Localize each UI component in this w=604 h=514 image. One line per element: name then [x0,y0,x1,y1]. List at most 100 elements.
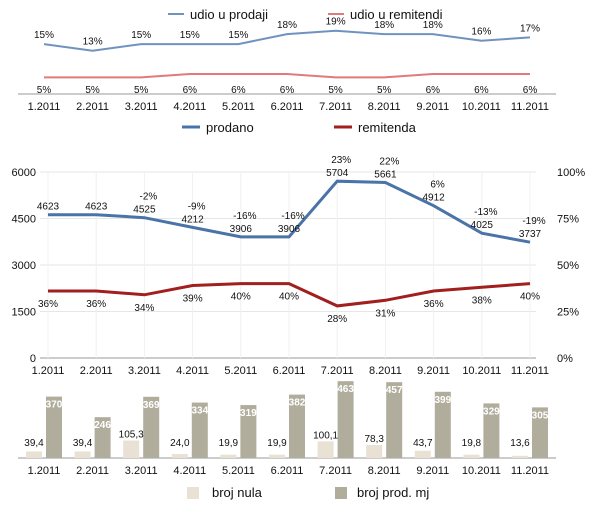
legend-swatch-broj-prod [335,487,347,499]
bot-bar-broj-nula [414,450,431,458]
bot-bar-broj-prod [337,381,354,458]
mid-remitenda-label: 40% [279,292,299,303]
mid-y-left-tick: 0 [30,353,36,365]
mid-y-left-tick: 4500 [12,214,36,226]
bot-x-tick: 11.2011 [511,465,549,477]
mid-remitenda-label: 39% [183,293,203,304]
middle-chart: prodano remitenda 0 1500 3000 4500 6000 0% 25% 50… [12,120,586,377]
top-data-label: 5% [377,85,392,96]
mid-x-tick: 5.2011 [224,365,257,377]
top-data-label: 6% [280,85,295,96]
bot-label-broj-nula: 19,9 [219,438,239,449]
top-data-label: 5% [328,85,343,96]
mid-prodano-change-label: 22% [379,157,399,168]
top-chart: udio u prodaji udio u remitendi 15% 13% 15% 1… [18,7,556,113]
mid-remitenda-label: 34% [134,303,154,314]
mid-prodano-label: 4623 [85,202,108,213]
bot-bar-broj-prod [143,396,160,458]
mid-y-right-tick: 75% [557,214,579,226]
bot-bar-broj-nula [366,445,383,458]
bot-bar-broj-prod [483,403,500,458]
bot-label-broj-nula: 13,6 [510,438,530,449]
mid-x-tick: 8.2011 [369,365,402,377]
mid-prodano-change-label: 6% [430,180,445,191]
mid-y-left-tick: 3000 [12,260,36,272]
mid-remitenda-label: 36% [38,299,58,310]
mid-remitenda-line [48,282,531,308]
bot-label-broj-prod: 246 [94,420,111,431]
top-x-tick: 4.2011 [173,101,206,113]
mid-prodano-change-label: -2% [140,192,158,203]
bot-bar-broj-nula [512,455,528,458]
bot-bar-broj-prod [240,405,257,458]
legend-label-broj-nula: broj nula [212,485,263,500]
bot-x-tick: 2.2011 [76,465,109,477]
top-x-tick: 8.2011 [368,101,401,113]
mid-prodano-change-label: 23% [331,155,351,166]
bot-x-tick: 8.2011 [368,465,401,477]
mid-prodano-label: 4025 [471,220,494,231]
mid-remitenda-label: 36% [86,299,106,310]
legend-label-remitenda: remitenda [358,120,417,135]
top-data-label: 6% [426,85,441,96]
bot-label-broj-prod: 457 [386,385,403,396]
mid-x-tick: 1.2011 [32,365,65,377]
bot-bar-broj-nula [74,451,91,458]
mid-y-left-tick: 6000 [12,167,36,179]
bot-label-broj-prod: 463 [337,384,354,395]
top-x-tick: 1.2011 [28,101,61,113]
legend-label-broj-prod: broj prod. mj [357,485,429,500]
bot-label-broj-prod: 305 [532,410,549,421]
bot-x-tick: 9.2011 [416,465,449,477]
top-data-label: 19% [326,17,346,28]
top-data-label: 5% [85,85,100,96]
bot-bar-broj-prod [532,407,548,458]
bot-label-broj-prod: 399 [434,395,451,406]
bot-label-broj-prod: 319 [240,408,257,419]
mid-prodano-label: 3906 [230,224,253,235]
mid-x-tick: 7.2011 [321,365,354,377]
mid-y-right-tick: 50% [557,260,579,272]
bot-label-broj-nula: 100,1 [313,430,338,441]
top-data-label: 5% [37,85,52,96]
bottom-chart: 39,43701.201139,42462.2011105,33693.2011… [18,381,556,500]
top-data-label: 13% [83,37,103,48]
mid-y-right-tick: 25% [557,307,579,319]
mid-x-tick: 10.2011 [462,365,501,377]
bot-label-broj-nula: 78,3 [364,434,384,445]
legend-swatch-broj-nula [187,487,199,499]
mid-prodano-label: 3906 [278,224,301,235]
bot-bar-broj-nula [317,441,334,458]
bot-bar-broj-prod [191,402,208,458]
mid-remitenda-label: 31% [375,308,395,319]
bot-bar-broj-prod [94,417,111,458]
mid-prodano-label: 3737 [519,229,542,240]
top-data-label: 16% [471,27,491,38]
mid-remitenda-label: 40% [520,292,540,303]
bot-label-broj-nula: 105,3 [119,430,144,441]
top-x-tick: 2.2011 [76,101,109,113]
mid-y-right-tick: 0% [557,353,573,365]
top-x-tick: 5.2011 [222,101,255,113]
mid-x-tick: 3.2011 [128,365,161,377]
mid-remitenda-label: 36% [424,299,444,310]
mid-x-tick: 11.2011 [511,365,549,377]
top-data-label: 5% [134,85,149,96]
top-series-line-1 [44,73,530,79]
mid-prodano-line [48,179,531,244]
top-data-label: 6% [474,85,489,96]
mid-y-right-tick: 100% [557,167,585,179]
mid-prodano-change-label: -9% [188,201,206,212]
bot-bar-broj-nula [171,454,188,458]
bot-bar-broj-nula [123,440,140,458]
bot-label-broj-nula: 19,8 [462,438,482,449]
legend-label-udio-prodaji: udio u prodaji [190,7,268,22]
top-data-label: 15% [131,30,151,41]
bot-label-broj-nula: 39,4 [24,438,44,449]
bot-x-tick: 7.2011 [319,465,352,477]
bot-x-tick: 10.2011 [462,465,501,477]
top-data-label: 6% [183,85,198,96]
bot-bar-broj-nula [26,451,42,458]
bot-bar-broj-nula [463,454,480,458]
